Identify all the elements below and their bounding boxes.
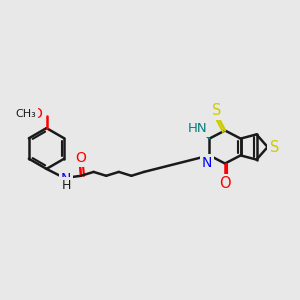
- Text: O: O: [75, 151, 86, 165]
- Text: O: O: [32, 107, 42, 121]
- Text: O: O: [75, 151, 86, 165]
- Text: HN: HN: [188, 122, 208, 136]
- Text: CH₃: CH₃: [15, 109, 36, 119]
- Text: N: N: [202, 156, 212, 170]
- Text: O: O: [219, 176, 231, 191]
- Text: S: S: [212, 103, 221, 118]
- Text: H: H: [61, 179, 71, 192]
- Text: O: O: [219, 176, 231, 191]
- Text: O: O: [32, 107, 42, 121]
- Text: N: N: [61, 172, 71, 186]
- Text: N: N: [202, 156, 212, 170]
- Text: HN: HN: [188, 122, 208, 136]
- Text: S: S: [212, 103, 221, 118]
- Text: N: N: [61, 172, 71, 186]
- Text: S: S: [269, 140, 279, 154]
- Text: S: S: [269, 140, 279, 154]
- Text: CH₃: CH₃: [15, 109, 36, 119]
- Text: H: H: [61, 179, 71, 192]
